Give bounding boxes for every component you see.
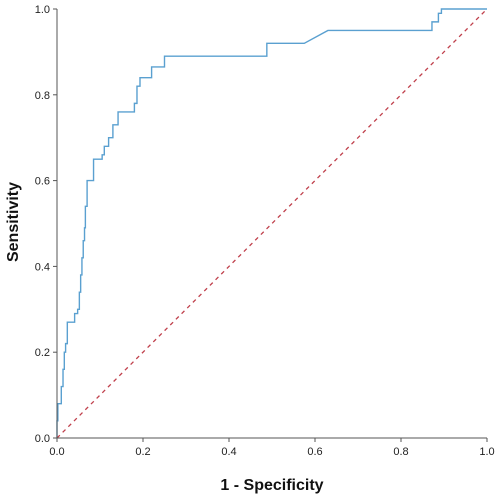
y-tick-label: 0.8 (35, 90, 50, 102)
x-tick-label: 0.6 (307, 446, 322, 458)
y-tick-label: 1.0 (35, 4, 50, 16)
y-tick-label: 0.4 (35, 261, 50, 273)
reference-line (56, 8, 488, 439)
x-tick-label: 0.2 (135, 446, 150, 458)
x-tick-label: 1.0 (479, 446, 494, 458)
y-tick-label: 0.6 (35, 176, 50, 188)
y-tick-label: 0.2 (35, 347, 50, 359)
y-axis-title: Sensitivity (5, 182, 22, 262)
axes (56, 9, 487, 439)
y-tick-label: 0.0 (35, 433, 50, 445)
x-tick-label: 0.4 (221, 446, 236, 458)
roc-curve (56, 8, 487, 438)
plot-area (56, 8, 488, 439)
x-tick-label: 0.8 (393, 446, 408, 458)
x-axis-title: 1 - Specificity (220, 477, 323, 494)
x-tick-label: 0.0 (49, 446, 64, 458)
ticks: 0.0 0.2 0.4 0.6 0.8 1.0 0.0 0.2 0.4 0.6 0.8 1.0 (35, 4, 495, 458)
